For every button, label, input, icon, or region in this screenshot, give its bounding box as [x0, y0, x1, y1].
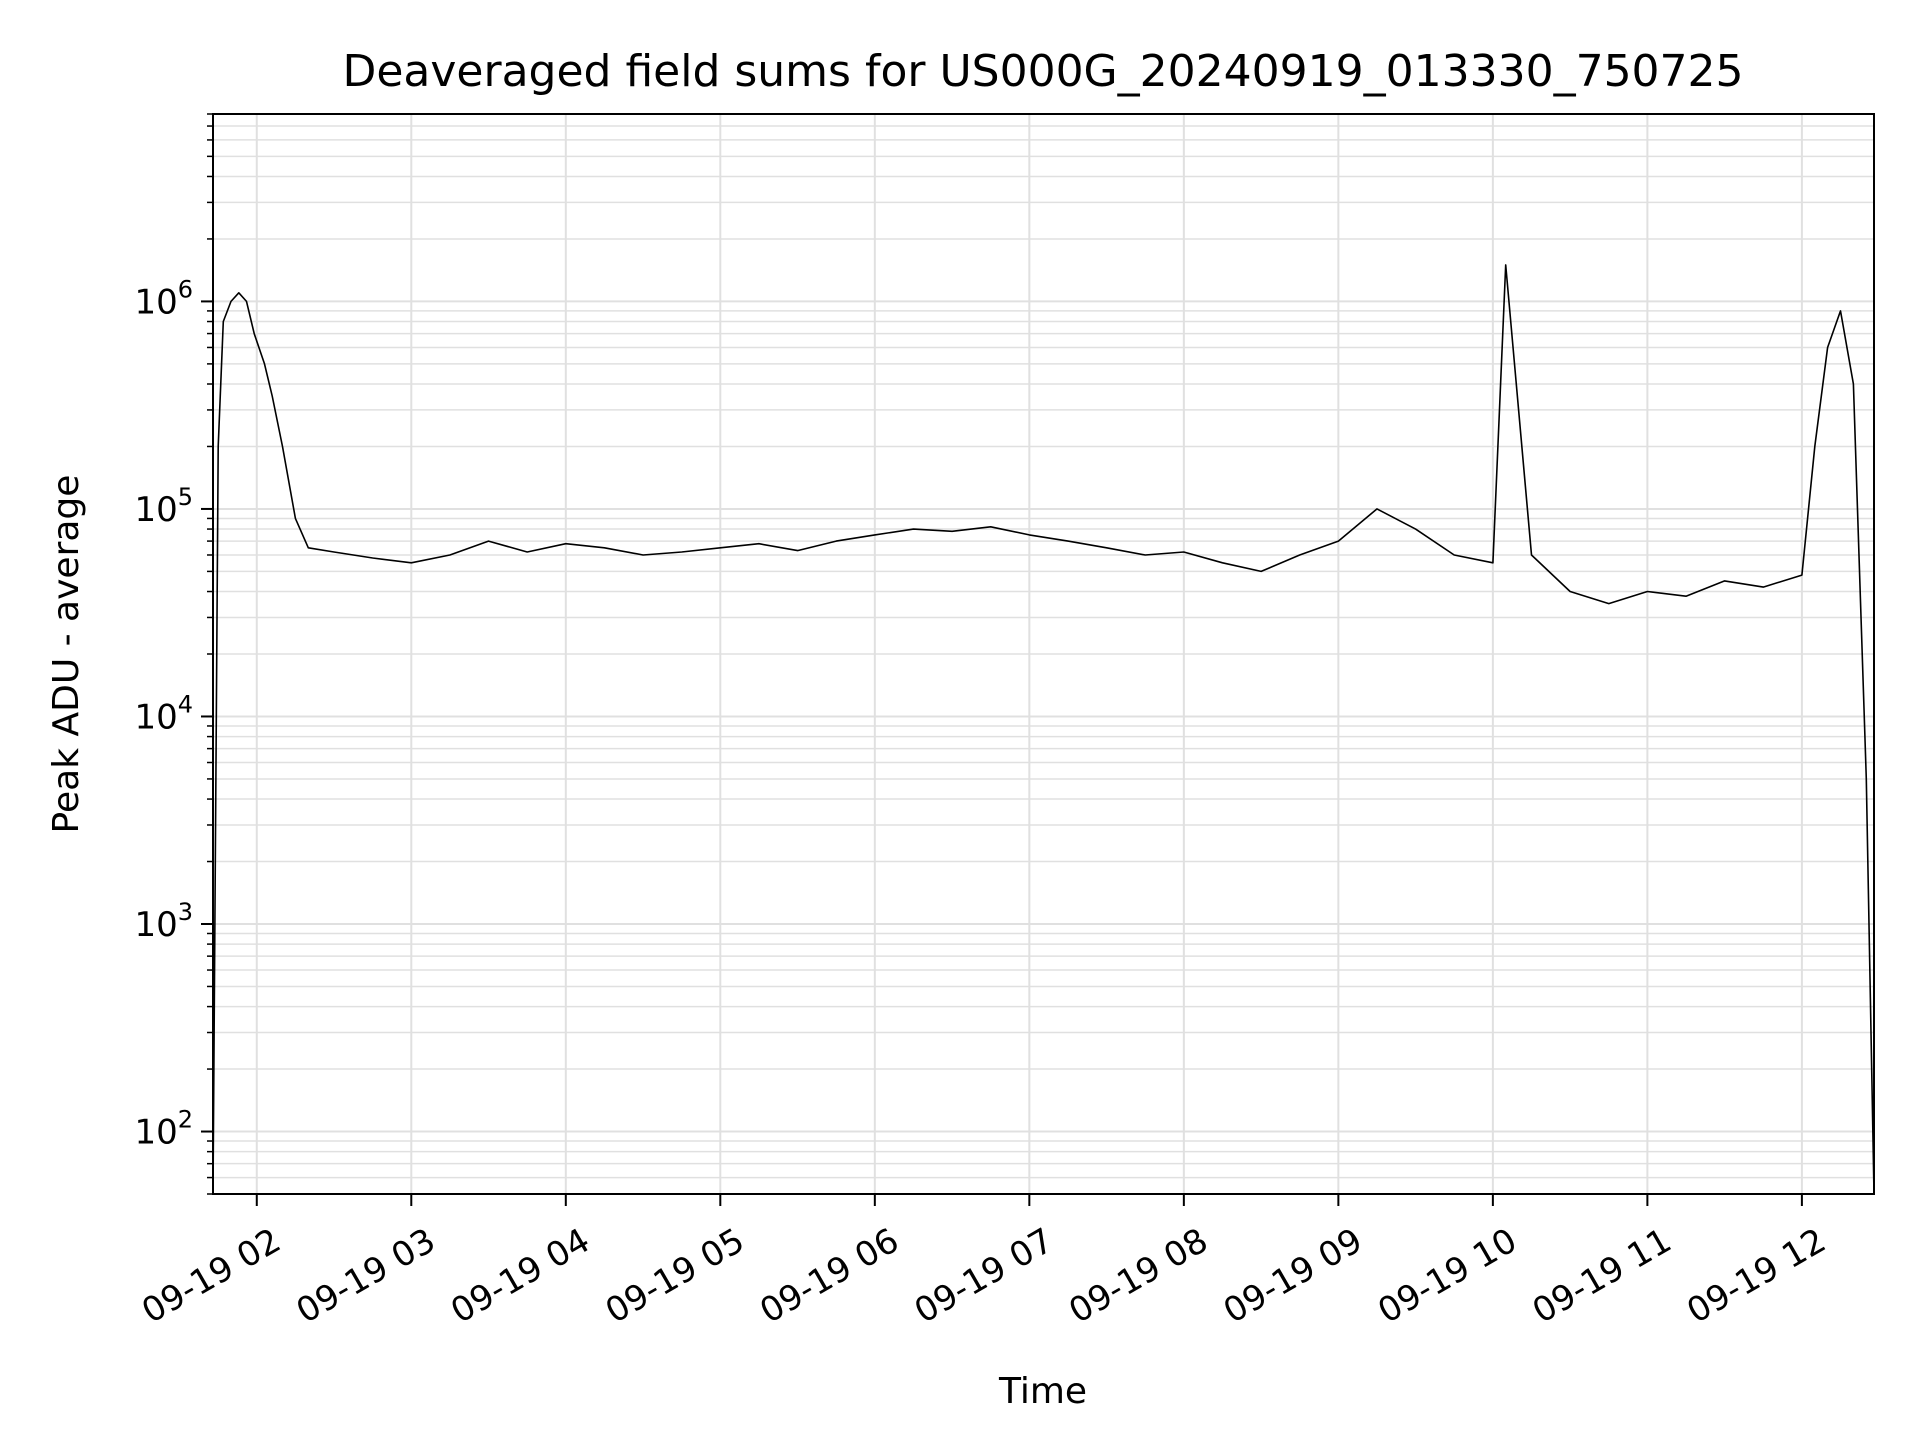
- x-tick-label: 09-19 06: [753, 1221, 905, 1332]
- series-line: [212, 264, 1875, 1195]
- series-group: [212, 264, 1875, 1195]
- y-tick-label: 106: [134, 275, 193, 322]
- x-tick-label: 09-19 10: [1371, 1221, 1523, 1332]
- x-tick-label: 09-19 09: [1217, 1221, 1369, 1332]
- y-tick-label: 103: [134, 898, 193, 945]
- x-tick-label: 09-19 07: [908, 1221, 1060, 1332]
- grid: [213, 113, 1874, 1195]
- y-axis-label: Peak ADU - average: [46, 475, 87, 834]
- x-tick-label: 09-19 05: [599, 1221, 751, 1332]
- y-tick-label: 105: [134, 483, 193, 530]
- y-axis: 102 103 104 105 106: [134, 113, 213, 1195]
- x-tick-label: 09-19 03: [290, 1221, 442, 1332]
- y-tick-label: 102: [134, 1106, 193, 1153]
- x-tick-label: 09-19 08: [1062, 1221, 1214, 1332]
- x-axis-label: Time: [998, 1371, 1087, 1412]
- chart-title: Deaveraged field sums for US000G_2024091…: [342, 46, 1743, 97]
- x-tick-label: 09-19 12: [1680, 1221, 1832, 1332]
- x-tick-label: 09-19 02: [135, 1221, 287, 1332]
- y-tick-label: 104: [134, 690, 193, 737]
- x-tick-label: 09-19 04: [444, 1221, 596, 1332]
- x-tick-label: 09-19 11: [1526, 1221, 1678, 1332]
- x-axis: 09-19 02 09-19 03 09-19 04 09-19 05 09-19 06…: [135, 1194, 1833, 1332]
